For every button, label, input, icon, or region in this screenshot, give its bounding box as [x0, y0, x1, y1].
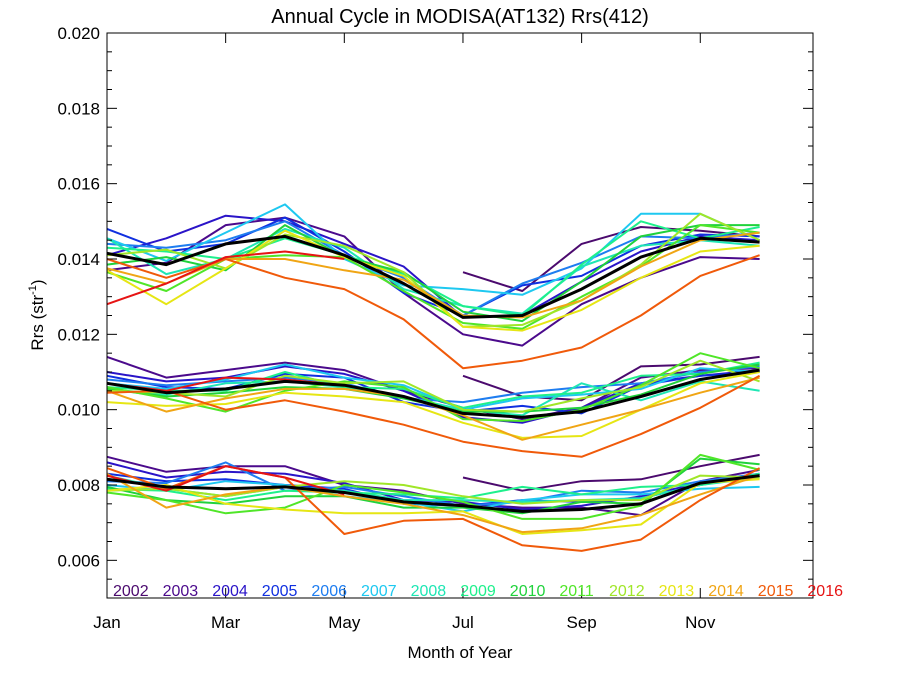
y-tick-label: 0.012 — [57, 325, 100, 344]
legend-item-2004: 2004 — [212, 583, 248, 600]
chart-title: Annual Cycle in MODISA(AT132) Rrs(412) — [271, 6, 649, 28]
y-tick-label: 0.014 — [57, 250, 100, 269]
y-tick-label: 0.020 — [57, 24, 100, 43]
mean-line-lower — [106, 474, 760, 513]
legend-item-2005: 2005 — [262, 583, 298, 600]
x-tick-label: Jul — [452, 613, 474, 632]
legend-item-2015: 2015 — [758, 583, 794, 600]
series-line-2009-upper — [106, 220, 760, 317]
legend-item-2014: 2014 — [708, 583, 744, 600]
series-line-2011-middle — [106, 352, 760, 422]
legend-item-2010: 2010 — [510, 583, 546, 600]
y-axis-title: Rrs (str-1) — [27, 279, 47, 350]
legend-item-2007: 2007 — [361, 583, 397, 600]
x-tick-label: May — [328, 613, 361, 632]
legend-item-2008: 2008 — [411, 583, 447, 600]
x-tick-label: Sep — [566, 613, 596, 632]
y-tick-label: 0.016 — [57, 175, 100, 194]
x-tick-label: Jan — [93, 613, 120, 632]
legend-item-2003: 2003 — [163, 583, 199, 600]
y-tick-label: 0.010 — [57, 401, 100, 420]
y-axis-title-superscript: -1 — [27, 285, 39, 295]
series-line-2011-lower — [106, 453, 760, 520]
legend-item-2016: 2016 — [807, 583, 843, 600]
mean-lines — [106, 234, 760, 513]
series-line-2015-upper — [106, 254, 760, 370]
mean-line-middle — [106, 368, 760, 419]
series-line-2012-middle — [106, 359, 760, 413]
x-tick-label: Mar — [211, 613, 241, 632]
series-line-2013-middle — [106, 371, 760, 439]
x-tick-label: Nov — [685, 613, 716, 632]
series-line-2007-upper — [106, 203, 761, 296]
series-line-2010-upper — [106, 224, 760, 323]
legend-item-2011: 2011 — [559, 583, 594, 600]
series-line-2015-middle — [106, 374, 761, 458]
legend-item-2006: 2006 — [311, 583, 347, 600]
series-line-2013-lower — [106, 478, 760, 535]
y-axis: 0.006 0.008 0.010 0.012 0.014 0.016 0.018 0.020 — [57, 24, 813, 580]
series-line-2012-lower — [106, 474, 760, 505]
y-tick-label: 0.006 — [57, 551, 100, 570]
series-lines — [106, 203, 761, 552]
y-tick-label: 0.008 — [57, 476, 100, 495]
y-axis-title-close: ) — [28, 279, 47, 285]
x-axis: Jan Mar May Jul Sep Nov — [93, 33, 716, 632]
x-axis-title: Month of Year — [408, 643, 513, 662]
legend-item-2013: 2013 — [659, 583, 695, 600]
y-axis-title-main: Rrs (str — [28, 295, 47, 351]
mean-line-upper — [106, 234, 760, 319]
y-tick-label: 0.018 — [57, 99, 100, 118]
legend: 2002 2003 2004 2005 2006 2007 2008 2009 2010 2011… — [113, 583, 843, 600]
legend-item-2002: 2002 — [113, 583, 149, 600]
series-line-2014-lower — [106, 472, 760, 534]
series-line-2016-upper — [106, 250, 345, 306]
legend-item-2012: 2012 — [609, 583, 645, 600]
legend-item-2009: 2009 — [460, 583, 496, 600]
